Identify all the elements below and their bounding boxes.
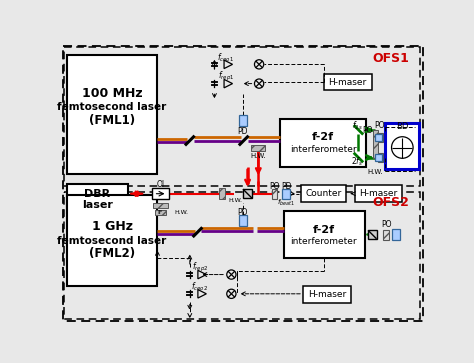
- Text: $f_{2s}$: $f_{2s}$: [352, 120, 363, 132]
- Text: H-maser: H-maser: [359, 189, 398, 198]
- Text: 1 GHz: 1 GHz: [91, 220, 133, 233]
- Text: IF: IF: [158, 210, 163, 215]
- Text: PD: PD: [237, 127, 248, 136]
- Text: 100 MHz: 100 MHz: [82, 87, 142, 100]
- Text: PO: PO: [269, 182, 280, 191]
- Circle shape: [392, 137, 413, 158]
- Bar: [272, 189, 277, 199]
- Text: $f_{ceo1}$: $f_{ceo1}$: [218, 52, 235, 65]
- Text: (FML1): (FML1): [89, 114, 135, 127]
- Bar: [324, 74, 372, 90]
- Text: OI: OI: [156, 180, 164, 189]
- Text: OFS1: OFS1: [373, 52, 409, 65]
- Bar: [239, 115, 247, 126]
- Bar: [219, 188, 225, 200]
- Text: $f_{rep1}$: $f_{rep1}$: [218, 70, 234, 83]
- Text: H.W.: H.W.: [367, 169, 383, 175]
- Text: femtosecond laser: femtosecond laser: [57, 102, 167, 113]
- Bar: [374, 134, 383, 141]
- Text: H.W.: H.W.: [228, 198, 242, 203]
- Bar: [355, 185, 402, 202]
- Bar: [282, 189, 290, 199]
- Text: H.W.: H.W.: [250, 153, 266, 159]
- Bar: [64, 48, 420, 186]
- Bar: [385, 123, 419, 169]
- Bar: [152, 188, 169, 199]
- Bar: [301, 185, 346, 202]
- Text: femtosecond laser: femtosecond laser: [57, 236, 167, 246]
- Bar: [243, 189, 252, 198]
- Text: PD: PD: [237, 208, 248, 217]
- Text: BD: BD: [396, 122, 409, 131]
- Text: $f_{ceo2}$: $f_{ceo2}$: [191, 281, 209, 293]
- Text: H-maser: H-maser: [328, 78, 367, 86]
- Text: DBR: DBR: [84, 189, 110, 200]
- Text: PO: PO: [381, 220, 392, 229]
- Bar: [66, 184, 128, 213]
- Text: $2f_s$: $2f_s$: [351, 156, 363, 168]
- Bar: [373, 130, 378, 158]
- Bar: [153, 203, 168, 208]
- Text: PD: PD: [281, 182, 292, 191]
- Bar: [64, 192, 420, 319]
- Text: Counter: Counter: [306, 189, 342, 198]
- Text: $f_{beat1}$: $f_{beat1}$: [277, 198, 295, 208]
- Text: PO: PO: [362, 126, 372, 135]
- Text: OFS2: OFS2: [373, 196, 409, 209]
- Text: f-2f: f-2f: [313, 225, 335, 235]
- Bar: [378, 153, 383, 162]
- Text: interferometer: interferometer: [290, 145, 356, 154]
- Bar: [66, 55, 157, 175]
- Text: PO: PO: [375, 122, 385, 130]
- Text: laser: laser: [82, 200, 113, 210]
- Bar: [280, 119, 366, 167]
- Text: interferometer: interferometer: [291, 237, 357, 246]
- Bar: [284, 211, 365, 258]
- Text: H-maser: H-maser: [308, 290, 346, 299]
- Text: f-2f: f-2f: [312, 132, 334, 143]
- Bar: [239, 215, 247, 226]
- Text: H.W.: H.W.: [174, 210, 188, 215]
- Bar: [251, 145, 265, 151]
- Bar: [378, 133, 383, 142]
- Bar: [383, 229, 389, 240]
- Text: (FML2): (FML2): [89, 247, 135, 260]
- Bar: [368, 230, 376, 239]
- Bar: [155, 210, 166, 215]
- Text: $f_{rep2}$: $f_{rep2}$: [191, 261, 208, 274]
- Bar: [303, 286, 351, 303]
- Bar: [66, 195, 157, 286]
- Bar: [374, 154, 383, 161]
- Bar: [392, 229, 400, 240]
